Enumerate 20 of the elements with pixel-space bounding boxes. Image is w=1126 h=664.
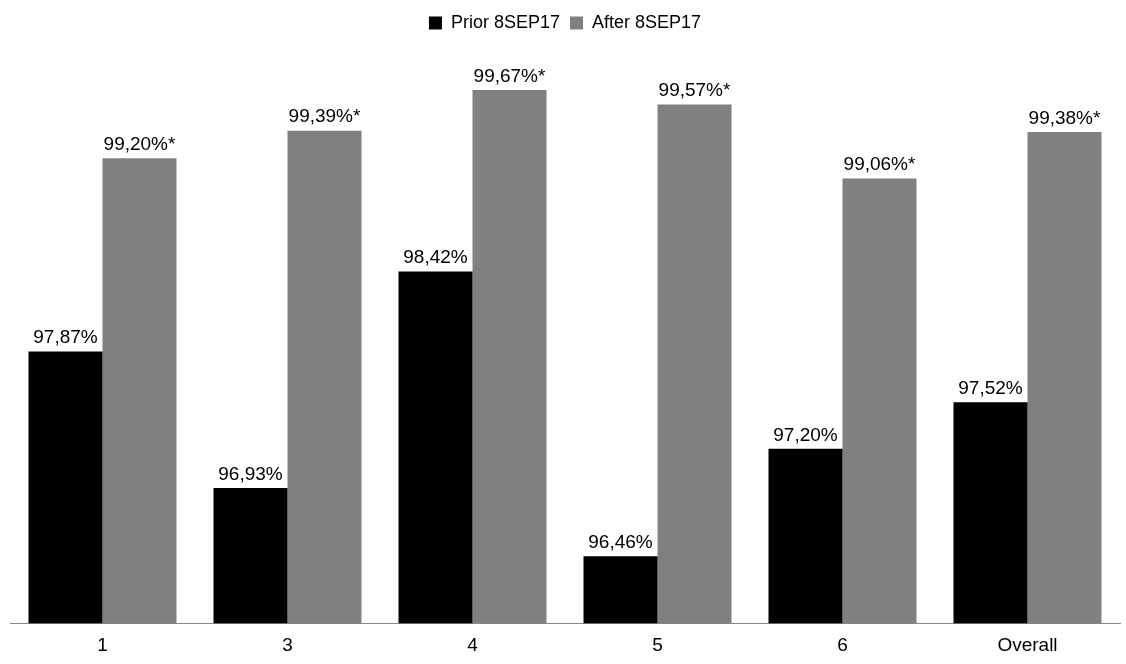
data-label: 99,06%* xyxy=(843,153,917,175)
x-tick-label: 6 xyxy=(837,633,848,655)
x-tick-label: 1 xyxy=(97,633,108,655)
data-label: 96,93% xyxy=(218,462,283,484)
data-label: 98,42% xyxy=(403,246,468,268)
data-label: 97,87% xyxy=(33,326,98,348)
data-label: 97,52% xyxy=(958,377,1023,399)
x-tick-label: 4 xyxy=(467,633,479,655)
data-label: 99,20%* xyxy=(103,132,177,154)
data-label: 99,67%* xyxy=(473,64,547,86)
legend-label: Prior 8SEP17 xyxy=(450,11,560,32)
x-tick-label: Overall xyxy=(997,633,1058,655)
data-label: 97,20% xyxy=(773,423,838,445)
x-tick-label: 5 xyxy=(652,633,663,655)
data-label: 96,46% xyxy=(588,531,653,553)
x-tick-label: 3 xyxy=(282,633,293,655)
legend-label: After 8SEP17 xyxy=(592,11,702,32)
data-label: 99,38%* xyxy=(1028,106,1102,128)
data-label: 99,39%* xyxy=(288,105,362,127)
data-label: 99,57%* xyxy=(658,79,732,101)
